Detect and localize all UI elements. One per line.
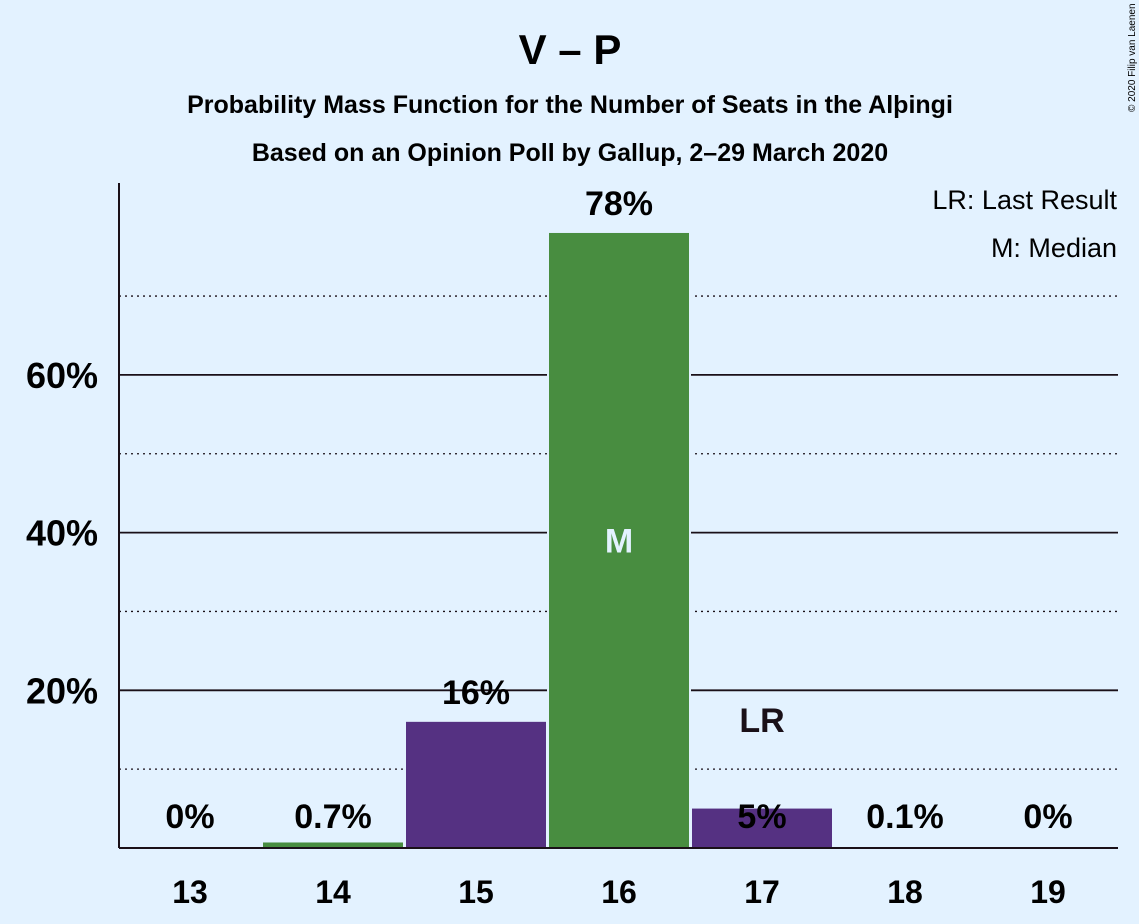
chart-subtitle-line-1: Probability Mass Function for the Number… [187, 91, 953, 119]
bar [549, 232, 689, 849]
chart-title: V – P [519, 26, 622, 73]
x-tick-label: 17 [744, 874, 780, 910]
x-tick-label: 13 [172, 874, 208, 910]
bar-gap [833, 845, 977, 848]
value-label: 0% [165, 798, 214, 836]
copyright-text: © 2020 Filip van Laenen [1127, 3, 1138, 112]
value-label: 5% [737, 798, 786, 836]
bar [406, 721, 546, 848]
legend-median: M: Median [991, 233, 1117, 263]
value-label: 78% [585, 185, 653, 223]
bar [263, 842, 403, 848]
value-label: 0.1% [866, 798, 944, 836]
marker-label: M [605, 522, 633, 560]
y-tick-label: 40% [26, 513, 98, 554]
marker-label: LR [739, 702, 784, 740]
x-tick-label: 18 [887, 874, 923, 910]
value-label: 0.7% [294, 798, 372, 836]
x-tick-label: 16 [601, 874, 637, 910]
chart-subtitle-line-2: Based on an Opinion Poll by Gallup, 2–29… [252, 139, 888, 167]
x-tick-label: 15 [458, 874, 494, 910]
value-labels: 0% 0.7% 16% 78% 5% 0.1% 0% M LR [165, 185, 1072, 836]
x-tick-label: 19 [1030, 874, 1066, 910]
bar [692, 808, 832, 848]
y-tick-label: 60% [26, 355, 98, 396]
x-tick-label: 14 [315, 874, 351, 910]
bars [261, 230, 977, 849]
value-label: 0% [1023, 798, 1072, 836]
y-tick-label: 20% [26, 670, 98, 711]
value-label: 16% [442, 674, 510, 712]
axes: 20% 40% 60% 13 14 15 16 17 18 19 [26, 183, 1118, 910]
legend-last-result: LR: Last Result [932, 185, 1117, 215]
